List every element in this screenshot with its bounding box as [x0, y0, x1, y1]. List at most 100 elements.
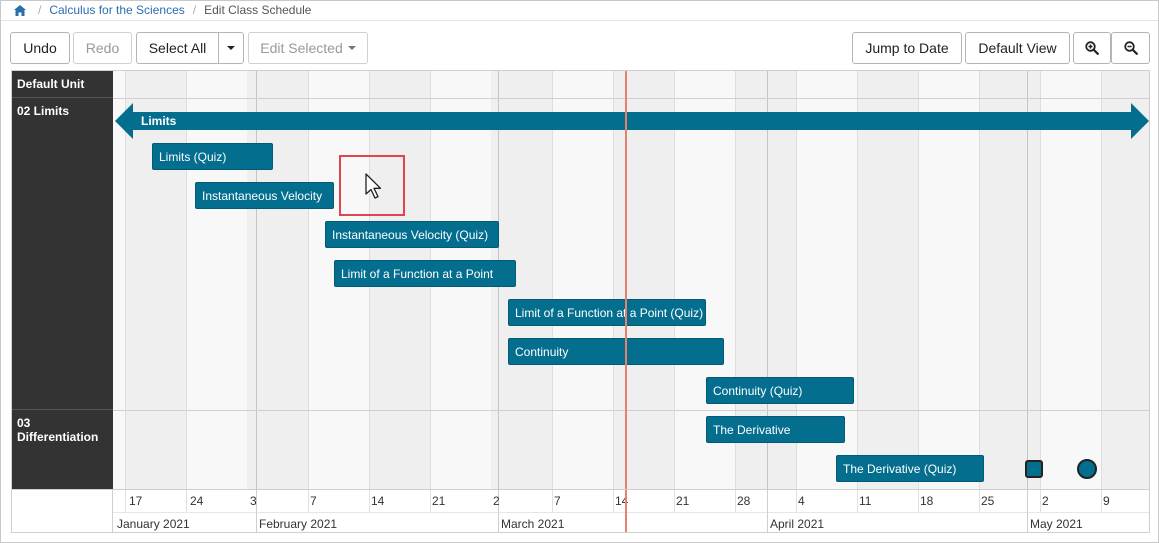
- axis-month-label: March 2021: [501, 517, 565, 531]
- axis-tick-line: [125, 490, 126, 512]
- month-grid-line: [256, 71, 257, 489]
- axis-tick-line: [857, 490, 858, 512]
- axis-tick-line: [430, 490, 431, 512]
- milestone-square[interactable]: [1025, 460, 1043, 478]
- schedule-item-bar[interactable]: Continuity (Quiz): [706, 377, 854, 404]
- select-all-dropdown-button[interactable]: [218, 32, 244, 64]
- breadcrumb-separator: /: [38, 3, 42, 17]
- edit-selected-label: Edit Selected: [260, 40, 343, 56]
- grid-line: [857, 71, 858, 489]
- zoom-in-button[interactable]: [1073, 32, 1111, 64]
- axis-divider: [113, 512, 1149, 513]
- unit-bar-label: Limits: [141, 114, 177, 128]
- axis-tick-line: [186, 490, 187, 512]
- zoom-out-icon: [1123, 41, 1138, 55]
- schedule-item-bar[interactable]: Limit of a Function at a Point (Quiz): [508, 299, 706, 326]
- month-grid-line: [767, 71, 768, 489]
- axis-month-label: May 2021: [1030, 517, 1083, 531]
- axis-tick-line: [674, 490, 675, 512]
- grid-line: [979, 71, 980, 489]
- redo-button[interactable]: Redo: [73, 32, 132, 64]
- milestone-circle[interactable]: [1077, 459, 1097, 479]
- axis-month-label: April 2021: [770, 517, 825, 531]
- breadcrumb: / Calculus for the Sciences / Edit Class…: [14, 1, 311, 19]
- select-all-button[interactable]: Select All: [136, 32, 219, 64]
- unit-divider: [113, 410, 1149, 411]
- mouse-pointer-icon: [365, 173, 382, 199]
- edit-selected-button[interactable]: Edit Selected: [248, 32, 368, 64]
- axis-month-line: [1027, 490, 1028, 532]
- chevron-down-icon: [227, 46, 235, 50]
- grid-line: [796, 71, 797, 489]
- schedule-item-bar[interactable]: Limit of a Function at a Point: [334, 260, 516, 287]
- grid-line: [125, 71, 126, 489]
- today-line: [625, 71, 627, 489]
- axis-tick-line: [552, 490, 553, 512]
- axis-month-label: January 2021: [117, 517, 190, 531]
- schedule-item-bar[interactable]: Instantaneous Velocity: [195, 182, 334, 209]
- schedule-item-bar[interactable]: The Derivative (Quiz): [836, 455, 984, 482]
- grid-line: [552, 71, 553, 489]
- week-shade: [857, 71, 919, 489]
- axis-day-label: 2: [493, 494, 500, 508]
- unit-divider: [113, 98, 1149, 99]
- breadcrumb-separator: /: [192, 3, 197, 17]
- highlight-box: [339, 155, 405, 216]
- axis-day-label: 7: [310, 494, 317, 508]
- axis-day-label: 9: [1103, 494, 1110, 508]
- unit-label-differentiation[interactable]: 03 Differentiation: [17, 416, 99, 444]
- schedule-item-bar[interactable]: Continuity: [508, 338, 724, 365]
- grid-line: [735, 71, 736, 489]
- axis-day-label: 17: [129, 494, 143, 508]
- home-icon[interactable]: [14, 4, 26, 16]
- axis-month-line: [767, 490, 768, 532]
- gantt-chart: Default Unit 02 Limits 03 Differentiatio…: [11, 70, 1150, 533]
- axis-tick-line: [796, 490, 797, 512]
- axis-day-label: 3: [250, 494, 257, 508]
- axis-day-label: 4: [798, 494, 805, 508]
- schedule-item-bar[interactable]: The Derivative: [706, 416, 845, 443]
- axis-day-label: 21: [432, 494, 446, 508]
- axis-tick-line: [613, 490, 614, 512]
- axis-day-label: 25: [981, 494, 995, 508]
- unit-label-default[interactable]: Default Unit: [12, 71, 113, 98]
- axis-month-line: [256, 490, 257, 532]
- month-grid-line: [1027, 71, 1028, 489]
- grid-line: [308, 71, 309, 489]
- today-line: [625, 490, 627, 532]
- axis-day-label: 18: [920, 494, 934, 508]
- axis-day-label: 7: [554, 494, 561, 508]
- grid-line: [186, 71, 187, 489]
- breadcrumb-current: Edit Class Schedule: [204, 3, 312, 17]
- schedule-item-bar[interactable]: Limits (Quiz): [152, 143, 273, 170]
- axis-tick-line: [369, 490, 370, 512]
- unit-bar-limits[interactable]: Limits: [113, 102, 1149, 140]
- axis-day-label: 21: [676, 494, 690, 508]
- zoom-out-button[interactable]: [1111, 32, 1150, 64]
- grid-line: [613, 71, 614, 489]
- axis-day-label: 2: [1042, 494, 1049, 508]
- axis-tick-line: [1101, 490, 1102, 512]
- week-shade: [247, 71, 309, 489]
- axis-day-label: 28: [737, 494, 751, 508]
- schedule-item-bar[interactable]: Instantaneous Velocity (Quiz): [325, 221, 499, 248]
- breadcrumb-course-link[interactable]: Calculus for the Sciences: [49, 3, 185, 17]
- unit-label-limits[interactable]: 02 Limits: [12, 98, 113, 410]
- undo-button[interactable]: Undo: [10, 32, 70, 64]
- axis-month-label: February 2021: [259, 517, 338, 531]
- axis-tick-line: [1040, 490, 1041, 512]
- week-shade: [613, 71, 675, 489]
- default-view-button[interactable]: Default View: [965, 32, 1070, 64]
- zoom-in-icon: [1085, 41, 1099, 55]
- chevron-down-icon: [347, 46, 356, 50]
- jump-to-date-button[interactable]: Jump to Date: [852, 32, 962, 64]
- axis-day-label: 11: [859, 494, 872, 508]
- axis-day-label: 24: [190, 494, 204, 508]
- timeline-area[interactable]: Limits Limits (Quiz) Instantaneous Veloc…: [113, 71, 1149, 489]
- axis-month-line: [498, 490, 499, 532]
- axis-tick-line: [308, 490, 309, 512]
- axis-day-label: 14: [371, 494, 385, 508]
- grid-line: [918, 71, 919, 489]
- axis-tick-line: [735, 490, 736, 512]
